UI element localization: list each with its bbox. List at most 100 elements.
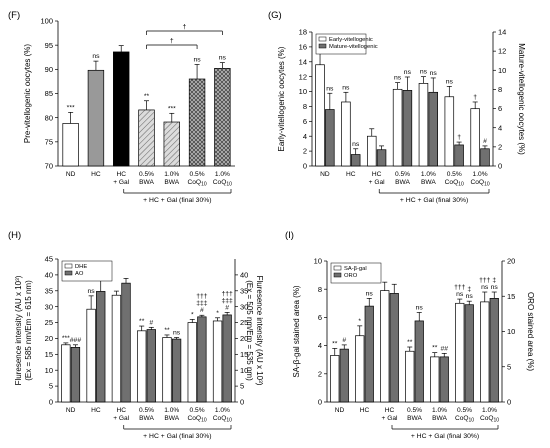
significance-label: **	[139, 318, 145, 325]
bar-oro	[464, 304, 474, 403]
significance-label: ns	[394, 75, 402, 82]
significance-label: ***	[168, 105, 176, 112]
bar	[62, 123, 79, 167]
y2-tick-label: 5	[507, 362, 511, 371]
y2-tick-label: 40	[240, 270, 248, 279]
bar-sa-gal	[380, 290, 390, 403]
y2-axis-label: ORO stained area (%)	[526, 292, 535, 371]
y2-tick-label: 15	[507, 292, 515, 301]
y2-tick-label: 10	[507, 327, 515, 336]
bar-mature-vitellogenic	[376, 149, 387, 167]
category-label: 1.0% BWA	[164, 407, 180, 422]
significance-label: ns	[92, 53, 100, 60]
y-tick-label: 4	[318, 341, 322, 350]
group-footnote: + HC + Gal (final 30%)	[143, 197, 211, 204]
y2-tick-label: 14	[498, 28, 506, 37]
y2-tick-label: 0	[507, 398, 511, 407]
bar-early-vitellogenic	[470, 108, 480, 167]
significance-label: ns	[342, 84, 350, 91]
panel-label: (H)	[8, 230, 21, 241]
y2-tick-label: 12	[498, 47, 506, 56]
y-tick-label: 95	[45, 41, 53, 50]
significance-label: #	[149, 319, 153, 326]
bar-dhe	[162, 337, 172, 403]
bar-ao	[222, 314, 232, 403]
category-label: 0.5% BWA	[407, 407, 423, 422]
bar-dhe	[86, 308, 96, 403]
legend-swatch	[318, 36, 327, 42]
legend-label: Mature-vitellogenic	[329, 44, 378, 50]
category-label: ND	[335, 407, 345, 414]
bar-mature-vitellogenic	[454, 144, 464, 167]
bar-mature-vitellogenic	[350, 154, 361, 167]
y2-tick-label: 8	[498, 85, 502, 94]
y-tick-label: 10	[314, 257, 322, 266]
y-tick-label: 6	[318, 313, 322, 322]
y-tick-label: 30	[45, 302, 53, 311]
y-tick-label: 70	[45, 162, 53, 171]
bar-sa-gal	[330, 355, 340, 403]
category-label: 1.0% CoQ10	[213, 407, 232, 424]
y-tick-label: 18	[299, 28, 307, 37]
category-label: 0.5% CoQ10	[455, 407, 474, 424]
y2-tick-label: 10	[498, 66, 506, 75]
legend-box	[330, 262, 382, 284]
y2-tick-label: 5	[240, 382, 244, 391]
y-tick-label: 40	[45, 270, 53, 279]
y2-tick-label: 15	[240, 350, 248, 359]
bar-ao	[121, 282, 131, 403]
significance-label: #	[225, 304, 229, 311]
significance-label: **	[164, 327, 170, 334]
significance-label: *	[191, 311, 194, 318]
significance-label: ###	[70, 337, 82, 344]
y-tick-label: 20	[45, 334, 53, 343]
bar-dhe	[137, 330, 147, 403]
significance-label: **	[144, 93, 150, 100]
significance-label: †	[457, 134, 461, 141]
category-label: ND	[66, 407, 76, 414]
bar-dhe	[187, 322, 197, 403]
y-tick-label: 10	[299, 87, 307, 96]
legend-label: AO	[75, 271, 84, 277]
category-label: HC + Gal	[369, 171, 385, 186]
y-tick-label: 80	[45, 113, 53, 122]
legend-label: Early-vitellogenic	[329, 37, 373, 43]
legend-label: ORO	[344, 273, 358, 279]
y-axis-label: SA-β-gal stained area (%)	[292, 285, 301, 378]
significance-label: ns	[193, 57, 201, 64]
category-label: HC + Gal	[382, 407, 398, 422]
y-tick-label: 0	[318, 398, 322, 407]
bar	[87, 69, 105, 167]
chart-panel-4: (I) 0 2 4 6 8 10 0 5 10 15 20 SA-β-gal stained area …	[285, 230, 535, 440]
y-tick-label: 45	[45, 255, 53, 264]
significance-label: ns	[466, 293, 474, 300]
category-label: ND	[320, 171, 330, 178]
bar-ao	[70, 346, 81, 403]
significance-label: ns	[420, 69, 428, 76]
y-tick-label: 75	[45, 137, 53, 146]
y2-tick-label: 6	[498, 104, 502, 113]
legend-label: SA-β-gal	[344, 266, 367, 272]
bar-dhe	[111, 294, 122, 403]
bar-mature-vitellogenic	[402, 90, 413, 167]
significance-label: #	[200, 307, 204, 314]
y2-tick-label: 0	[498, 162, 502, 171]
category-label: HC	[360, 407, 370, 414]
bar-dhe	[212, 320, 223, 403]
category-label: 0.5% BWA	[395, 171, 411, 186]
bar-sa-gal	[430, 356, 440, 403]
legend-swatch	[333, 265, 342, 271]
comparison-label: †	[183, 24, 187, 31]
bar-sa-gal	[480, 301, 490, 403]
group-footnote: + HC + Gal (final 30%)	[143, 433, 211, 440]
significance-label: ns	[446, 78, 454, 85]
y-tick-label: 15	[45, 350, 53, 359]
dagger-label: ‡	[467, 286, 471, 293]
significance-label: ns	[430, 70, 438, 77]
significance-label: **	[332, 340, 338, 347]
bar-oro	[414, 320, 424, 403]
bar	[214, 68, 231, 167]
significance-label: *	[216, 310, 219, 317]
category-label: 0.5% CoQ10	[188, 407, 207, 424]
